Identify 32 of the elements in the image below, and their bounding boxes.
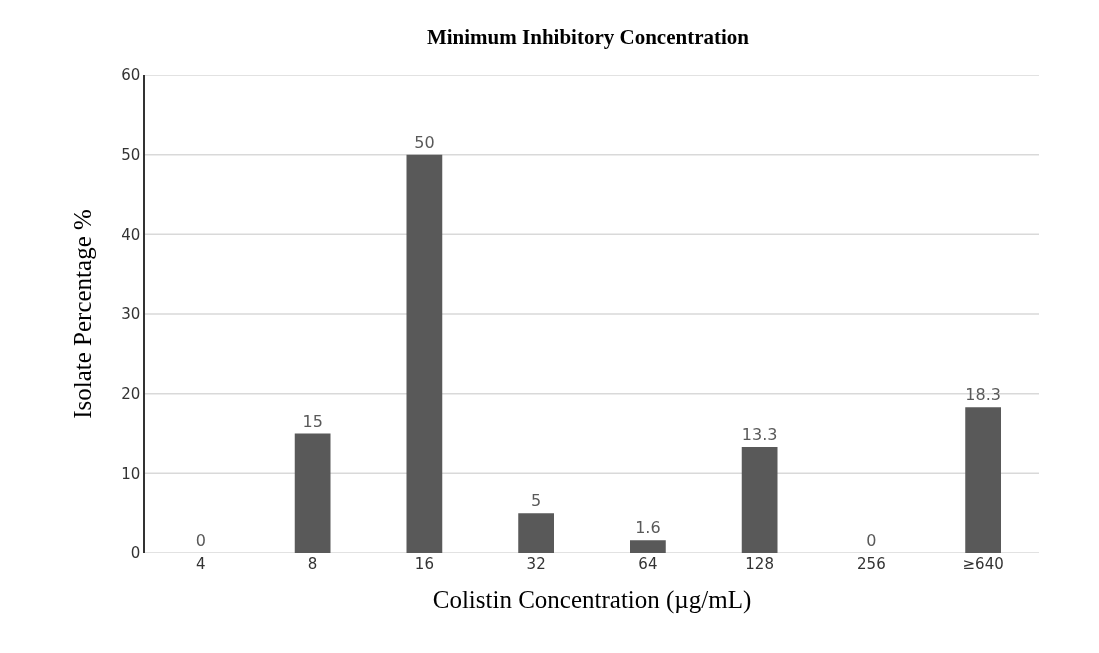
data-label: 15	[302, 411, 323, 431]
x-tick-label: 4	[196, 555, 206, 573]
y-tick-label: 20	[121, 384, 141, 403]
y-tick-label: 60	[121, 66, 141, 85]
y-tick-label: 50	[121, 145, 141, 164]
y-tick-label: 0	[130, 544, 141, 563]
x-tick-label: 64	[638, 555, 658, 573]
y-tick-label: 10	[121, 464, 141, 483]
x-tick-label: 32	[526, 555, 546, 573]
data-label: 1.6	[635, 518, 661, 538]
x-tick-label: 128	[745, 555, 774, 573]
y-tick-label: 40	[121, 225, 141, 244]
bar	[630, 540, 666, 553]
data-label: 0	[195, 531, 206, 550]
bar	[518, 513, 554, 553]
chart-title: Minimum Inhibitory Concentration	[426, 25, 750, 50]
data-label: 50	[414, 132, 435, 152]
bar	[741, 447, 778, 553]
x-tick-label: 256	[857, 555, 886, 573]
bar	[406, 154, 443, 553]
data-label: 18.3	[965, 385, 1001, 405]
x-tick-label: 16	[414, 555, 434, 573]
data-label: 5	[531, 491, 542, 511]
bar	[965, 407, 1002, 553]
y-tick-label: 30	[121, 305, 141, 324]
bar	[294, 433, 331, 553]
x-axis-title: Colistin Concentration (µg/mL)	[432, 586, 752, 614]
y-axis-title: Isolate Percentage %	[69, 209, 97, 419]
x-tick-label: 8	[307, 555, 318, 573]
data-label: 0	[866, 531, 877, 550]
x-tick-label: ≥640	[962, 555, 1004, 573]
data-label: 13.3	[741, 425, 778, 445]
